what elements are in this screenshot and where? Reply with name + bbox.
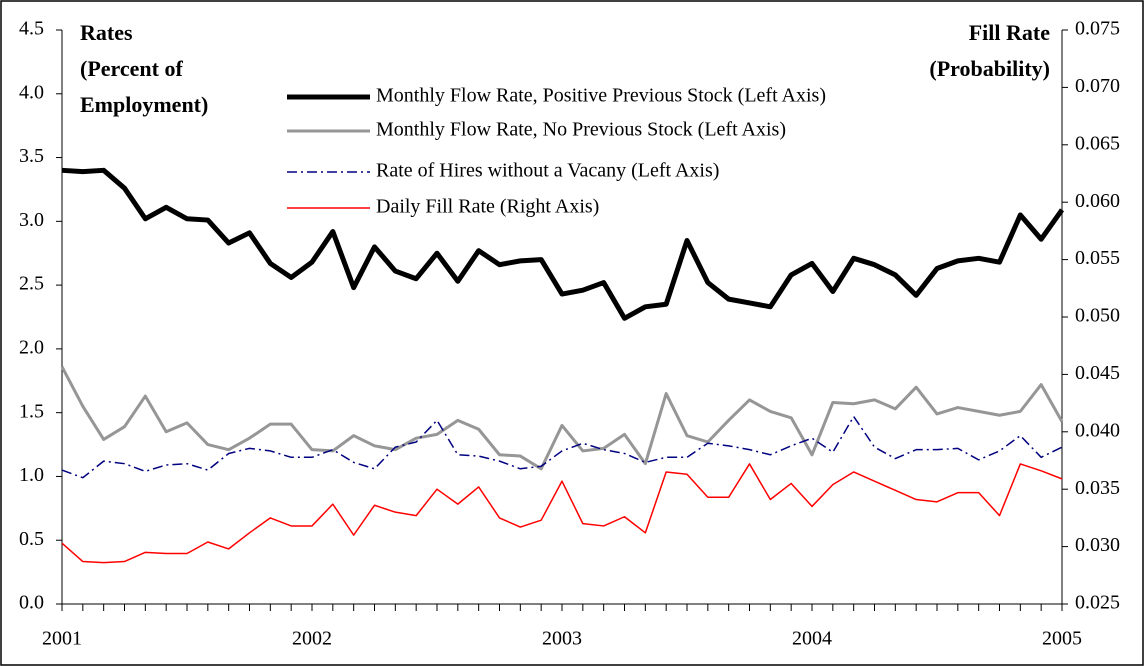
- y2-axis-title: Fill Rate: [969, 20, 1050, 45]
- y-tick-label: 4.5: [19, 18, 44, 40]
- x-tick-label: 2002: [292, 628, 332, 650]
- y-tick-label: 1.0: [19, 464, 44, 486]
- y-axis-title: Rates: [80, 20, 133, 45]
- y2-axis-title: (Probability): [929, 56, 1050, 81]
- x-tick-label: 2005: [1042, 628, 1082, 650]
- y2-tick-label: 0.075: [1075, 18, 1120, 40]
- y-tick-label: 3.5: [19, 145, 44, 167]
- y2-tick-label: 0.030: [1075, 534, 1120, 556]
- y-tick-label: 0.5: [19, 528, 44, 550]
- legend-label: Daily Fill Rate (Right Axis): [376, 196, 599, 218]
- x-tick-label: 2003: [542, 628, 582, 650]
- y-tick-label: 4.0: [19, 81, 44, 103]
- y2-tick-label: 0.060: [1075, 190, 1120, 212]
- y2-tick-label: 0.025: [1075, 592, 1120, 614]
- legend-label: Monthly Flow Rate, No Previous Stock (Le…: [376, 119, 786, 141]
- y-tick-label: 3.0: [19, 209, 44, 231]
- y-axis-title: Employment): [80, 92, 208, 117]
- legend-label: Monthly Flow Rate, Positive Previous Sto…: [376, 85, 826, 107]
- x-tick-label: 2001: [42, 628, 82, 650]
- y-tick-label: 2.0: [19, 336, 44, 358]
- y2-tick-label: 0.050: [1075, 305, 1120, 327]
- y2-tick-label: 0.040: [1075, 419, 1120, 441]
- series-line: [60, 366, 1064, 471]
- y2-tick-label: 0.035: [1075, 477, 1120, 499]
- y2-tick-label: 0.045: [1075, 362, 1120, 384]
- y-tick-label: 0.0: [19, 592, 44, 614]
- series-line: [61, 167, 1065, 321]
- legend-label: Rate of Hires without a Vacany (Left Axi…: [376, 160, 719, 182]
- y-tick-label: 2.5: [19, 273, 44, 295]
- series-line: [61, 415, 1063, 479]
- y2-tick-label: 0.070: [1075, 75, 1120, 97]
- series-line: [61, 463, 1063, 564]
- y2-tick-label: 0.055: [1075, 247, 1120, 269]
- y-tick-label: 1.5: [19, 400, 44, 422]
- y-axis-title: (Percent of: [80, 56, 183, 81]
- y2-tick-label: 0.065: [1075, 132, 1120, 154]
- x-tick-label: 2004: [792, 628, 832, 650]
